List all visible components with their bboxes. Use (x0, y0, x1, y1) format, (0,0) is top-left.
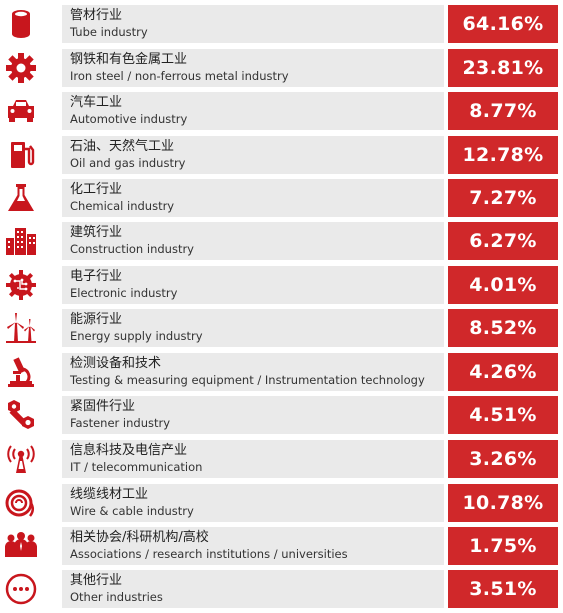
industry-label-box: 汽车工业 Automotive industry (62, 92, 444, 130)
industry-name-en: Oil and gas industry (70, 156, 186, 170)
industry-row: 线缆线材工业 Wire & cable industry 10.78% (0, 484, 563, 522)
industry-row: 其他行业 Other industries 3.51% (0, 570, 563, 608)
industry-name-zh: 线缆线材工业 (70, 487, 149, 502)
industry-name-en: Testing & measuring equipment / Instrume… (70, 373, 425, 387)
industry-name-en: IT / telecommunication (70, 460, 203, 474)
industry-name-en: Construction industry (70, 242, 194, 256)
industry-name-en: Fastener industry (70, 416, 171, 430)
industry-row: 管材行业 Tube industry 64.16% (0, 5, 563, 43)
tube-icon (4, 7, 38, 41)
industry-name-zh: 钢铁和有色金属工业 (70, 52, 188, 67)
industry-name-en: Other industries (70, 590, 163, 604)
industry-percentage: 8.77% (448, 92, 558, 130)
industry-percentage: 10.78% (448, 484, 558, 522)
cable-coil-icon (4, 486, 38, 520)
industry-row: 紧固件行业 Fastener industry 4.51% (0, 396, 563, 434)
industry-percentage: 7.27% (448, 179, 558, 217)
industry-label-box: 能源行业 Energy supply industry (62, 309, 444, 347)
industry-row: 化工行业 Chemical industry 7.27% (0, 179, 563, 217)
gear-icon (4, 51, 38, 85)
industry-row: 石油、天然气工业 Oil and gas industry 12.78% (0, 136, 563, 174)
industry-name-zh: 其他行业 (70, 573, 123, 588)
industry-name-zh: 建筑行业 (70, 225, 123, 240)
industry-percentage: 23.81% (448, 49, 558, 87)
industry-percentage: 3.51% (448, 570, 558, 608)
industry-name-en: Energy supply industry (70, 329, 203, 343)
industry-label-box: 信息科技及电信产业 IT / telecommunication (62, 440, 444, 478)
industry-percentage: 8.52% (448, 309, 558, 347)
industry-label-box: 钢铁和有色金属工业 Iron steel / non-ferrous metal… (62, 49, 444, 87)
industry-name-zh: 检测设备和技术 (70, 356, 162, 371)
industry-name-en: Chemical industry (70, 199, 175, 213)
industry-label-box: 线缆线材工业 Wire & cable industry (62, 484, 444, 522)
industry-label-box: 管材行业 Tube industry (62, 5, 444, 43)
industry-name-en: Automotive industry (70, 112, 188, 126)
industry-label-box: 化工行业 Chemical industry (62, 179, 444, 217)
industry-name-zh: 管材行业 (70, 8, 123, 23)
circuit-gear-icon (4, 268, 38, 302)
industry-label-box: 检测设备和技术 Testing & measuring equipment / … (62, 353, 444, 391)
industry-name-en: Associations / research institutions / u… (70, 547, 348, 561)
industry-name-zh: 石油、天然气工业 (70, 139, 175, 154)
bolt-nut-icon (4, 398, 38, 432)
industry-name-zh: 汽车工业 (70, 95, 123, 110)
car-icon (4, 94, 38, 128)
industry-name-en: Wire & cable industry (70, 504, 194, 518)
more-dots-icon (4, 572, 38, 606)
industry-name-zh: 能源行业 (70, 312, 123, 327)
industry-percentage: 4.51% (448, 396, 558, 434)
industry-row: 相关协会/科研机构/高校 Associations / research ins… (0, 527, 563, 565)
wind-turbine-icon (4, 311, 38, 345)
industry-name-en: Tube industry (70, 25, 148, 39)
flask-icon (4, 181, 38, 215)
industry-name-zh: 化工行业 (70, 182, 123, 197)
industry-percentage: 4.01% (448, 266, 558, 304)
industry-row: 建筑行业 Construction industry 6.27% (0, 222, 563, 260)
industry-name-zh: 相关协会/科研机构/高校 (70, 530, 209, 545)
industry-name-zh: 紧固件行业 (70, 399, 136, 414)
industry-label-box: 紧固件行业 Fastener industry (62, 396, 444, 434)
industry-row: 电子行业 Electronic industry 4.01% (0, 266, 563, 304)
industry-label-box: 石油、天然气工业 Oil and gas industry (62, 136, 444, 174)
industry-percentage: 4.26% (448, 353, 558, 391)
industry-percentage: 64.16% (448, 5, 558, 43)
industry-row: 汽车工业 Automotive industry 8.77% (0, 92, 563, 130)
people-group-icon (4, 529, 38, 563)
industry-percentage: 6.27% (448, 222, 558, 260)
buildings-icon (4, 224, 38, 258)
industry-label-box: 电子行业 Electronic industry (62, 266, 444, 304)
industry-row: 信息科技及电信产业 IT / telecommunication 3.26% (0, 440, 563, 478)
industry-name-zh: 电子行业 (70, 269, 123, 284)
industry-label-box: 其他行业 Other industries (62, 570, 444, 608)
industry-label-box: 相关协会/科研机构/高校 Associations / research ins… (62, 527, 444, 565)
industry-name-en: Iron steel / non-ferrous metal industry (70, 69, 289, 83)
industry-label-box: 建筑行业 Construction industry (62, 222, 444, 260)
industry-name-en: Electronic industry (70, 286, 178, 300)
industry-percentage: 12.78% (448, 136, 558, 174)
microscope-icon (4, 355, 38, 389)
industry-row: 能源行业 Energy supply industry 8.52% (0, 309, 563, 347)
fuel-pump-icon (4, 138, 38, 172)
industry-name-zh: 信息科技及电信产业 (70, 443, 188, 458)
industry-percentage: 1.75% (448, 527, 558, 565)
industry-row: 检测设备和技术 Testing & measuring equipment / … (0, 353, 563, 391)
industry-row: 钢铁和有色金属工业 Iron steel / non-ferrous metal… (0, 49, 563, 87)
industry-percentage: 3.26% (448, 440, 558, 478)
antenna-icon (4, 442, 38, 476)
